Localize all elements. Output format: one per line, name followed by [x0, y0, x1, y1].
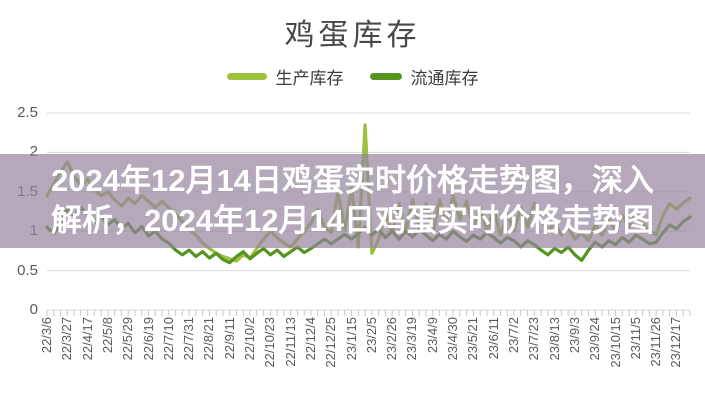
legend-item-流通库存: 流通库存 — [369, 64, 479, 89]
x-axis-label: 22/8/21 — [201, 317, 217, 361]
x-axis-label: 23/10/15 — [607, 317, 623, 368]
x-axis-label: 23/7/2 — [506, 317, 522, 354]
headline-overlay-banner: 2024年12月14日鸡蛋实时价格走势图，深入 解析，2024年12月14日鸡蛋… — [0, 154, 705, 248]
x-axis-label: 23/8/13 — [546, 317, 562, 361]
x-axis-label: 23/9/3 — [566, 317, 582, 354]
x-axis-label: 22/11/13 — [282, 317, 298, 367]
x-axis-label: 22/3/27 — [59, 317, 75, 361]
legend-item-生产库存: 生产库存 — [226, 64, 344, 89]
y-axis-label: 0 — [29, 301, 38, 318]
legend-swatch-icon — [226, 73, 267, 80]
x-axis-label: 23/12/17 — [668, 317, 684, 368]
x-axis-label: 22/4/17 — [79, 317, 95, 361]
headline-line-2: 解析，2024年12月14日鸡蛋实时价格走势图 — [51, 203, 654, 238]
legend-swatch-icon — [369, 73, 402, 80]
x-axis-label: 22/3/6 — [39, 317, 54, 354]
x-axis-label: 22/5/8 — [99, 317, 115, 354]
x-axis-label: 23/11/26 — [648, 317, 664, 367]
x-axis-label: 23/2/5 — [363, 317, 379, 354]
x-axis-label: 22/12/25 — [323, 317, 339, 368]
x-axis-label: 23/4/9 — [424, 317, 440, 354]
x-axis-label: 22/7/31 — [181, 317, 197, 361]
x-axis-label: 22/12/4 — [302, 317, 318, 361]
x-axis-label: 23/6/11 — [485, 317, 501, 360]
headline-line-1: 2024年12月14日鸡蛋实时价格走势图，深入 — [51, 163, 654, 198]
x-axis-label: 22/7/10 — [160, 317, 176, 361]
legend-label: 流通库存 — [410, 69, 479, 89]
x-axis-label: 23/9/24 — [587, 317, 603, 361]
x-axis-label: 23/4/30 — [445, 317, 461, 361]
x-axis-label: 23/7/23 — [526, 317, 542, 361]
x-axis-label: 22/5/29 — [120, 317, 136, 361]
x-axis-label: 23/5/21 — [465, 317, 481, 361]
x-axis-label: 22/6/19 — [140, 317, 156, 361]
legend-label: 生产库存 — [275, 69, 344, 89]
x-axis-label: 22/10/2 — [242, 317, 258, 361]
x-axis-label: 23/1/15 — [343, 317, 359, 361]
chart-title: 鸡蛋库存 — [284, 18, 421, 53]
y-axis-label: 2 — [29, 143, 38, 161]
x-axis-label: 23/2/26 — [384, 317, 400, 361]
y-axis-label: 2.5 — [17, 104, 38, 121]
chart-legend: 生产库存 流通库存 — [0, 64, 705, 89]
x-axis-label: 23/11/5 — [627, 317, 643, 360]
x-axis-label: 22/9/11 — [221, 317, 237, 360]
x-axis-label: 23/3/19 — [404, 317, 420, 361]
y-axis-label: 0.5 — [17, 261, 38, 279]
x-axis-label: 22/10/23 — [262, 317, 278, 368]
